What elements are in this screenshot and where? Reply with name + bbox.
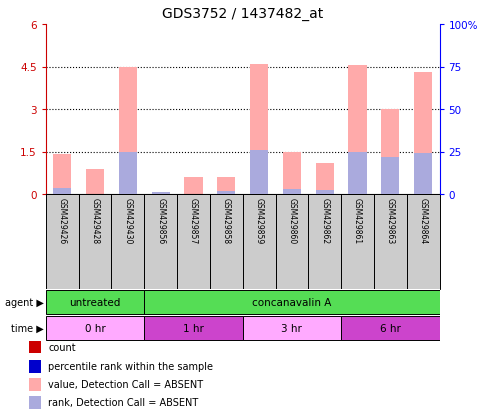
Text: GSM429864: GSM429864	[419, 197, 427, 244]
Bar	[177, 195, 210, 289]
Bar	[119, 152, 137, 195]
Text: untreated: untreated	[70, 297, 121, 307]
Bar	[349, 66, 367, 195]
Bar	[381, 110, 399, 195]
Bar	[46, 316, 144, 341]
Text: agent ▶: agent ▶	[5, 297, 43, 307]
Bar	[308, 195, 341, 289]
Text: GSM429861: GSM429861	[353, 197, 362, 243]
Bar	[250, 64, 268, 195]
Text: concanavalin A: concanavalin A	[252, 297, 332, 307]
Bar	[250, 151, 268, 195]
Bar	[29, 378, 41, 391]
Bar	[29, 396, 41, 409]
Text: 6 hr: 6 hr	[380, 323, 401, 333]
Bar	[414, 154, 432, 195]
Bar	[79, 195, 112, 289]
Bar	[283, 190, 301, 195]
Bar	[29, 340, 41, 354]
Bar	[349, 152, 367, 195]
Bar	[144, 195, 177, 289]
Bar	[185, 178, 202, 195]
Bar	[242, 316, 341, 341]
Text: GSM429858: GSM429858	[222, 197, 231, 243]
Bar	[46, 195, 79, 289]
Bar	[242, 195, 275, 289]
Bar	[316, 190, 334, 195]
Text: GSM429862: GSM429862	[320, 197, 329, 243]
Text: 3 hr: 3 hr	[282, 323, 302, 333]
Bar	[374, 195, 407, 289]
Text: GSM429857: GSM429857	[189, 197, 198, 244]
Text: GSM429430: GSM429430	[123, 197, 132, 244]
Bar	[152, 193, 170, 195]
Bar	[86, 169, 104, 195]
Text: 0 hr: 0 hr	[85, 323, 105, 333]
Text: GSM429426: GSM429426	[58, 197, 67, 244]
Text: GSM429863: GSM429863	[386, 197, 395, 244]
Bar	[275, 195, 308, 289]
Text: 1 hr: 1 hr	[183, 323, 204, 333]
Bar	[414, 73, 432, 195]
Bar	[119, 67, 137, 195]
Bar	[316, 164, 334, 195]
Bar	[407, 195, 440, 289]
Bar	[341, 195, 374, 289]
Bar	[283, 152, 301, 195]
Text: count: count	[48, 342, 76, 352]
Bar	[144, 316, 242, 341]
Text: GSM429856: GSM429856	[156, 197, 165, 244]
Bar	[381, 158, 399, 195]
Text: percentile rank within the sample: percentile rank within the sample	[48, 361, 213, 371]
Bar	[29, 360, 41, 373]
Bar	[341, 316, 440, 341]
Text: GSM429859: GSM429859	[255, 197, 264, 244]
Bar	[217, 178, 235, 195]
Bar	[210, 195, 243, 289]
Text: GSM429860: GSM429860	[287, 197, 297, 244]
Text: value, Detection Call = ABSENT: value, Detection Call = ABSENT	[48, 379, 203, 389]
Bar	[53, 188, 71, 195]
Bar	[152, 193, 170, 195]
Title: GDS3752 / 1437482_at: GDS3752 / 1437482_at	[162, 7, 323, 21]
Bar	[217, 192, 235, 195]
Bar	[144, 290, 440, 315]
Bar	[112, 195, 144, 289]
Bar	[53, 155, 71, 195]
Bar	[46, 290, 144, 315]
Text: time ▶: time ▶	[11, 323, 43, 333]
Text: rank, Detection Call = ABSENT: rank, Detection Call = ABSENT	[48, 397, 199, 407]
Text: GSM429428: GSM429428	[91, 197, 99, 243]
